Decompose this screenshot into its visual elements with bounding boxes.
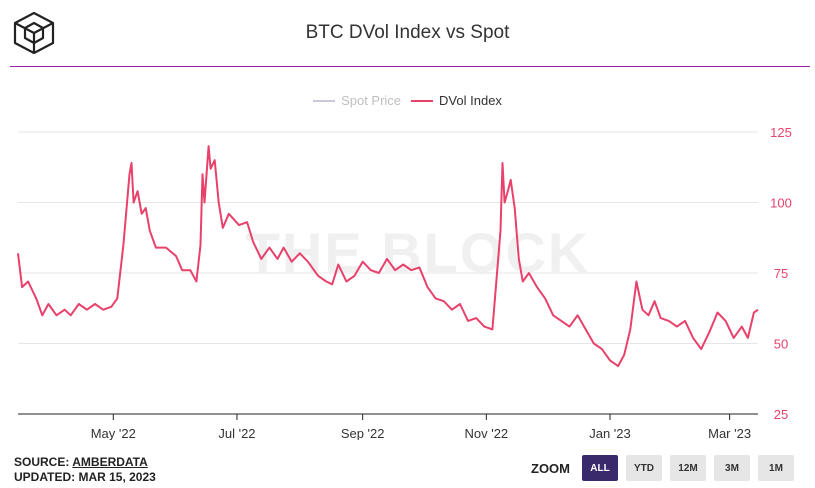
x-tick-label: May '22: [91, 426, 136, 440]
x-tick-label: Jan '23: [589, 426, 631, 440]
x-tick-label: Sep '22: [341, 426, 385, 440]
y-tick-label: 25: [774, 407, 788, 422]
legend-swatch-dvol-index: [411, 99, 434, 102]
footer: SOURCE: AMBERDATA UPDATED: MAR 15, 2023: [14, 455, 156, 485]
the-block-logo-icon: [13, 11, 55, 55]
series-line-dvol-index[interactable]: [17, 145, 759, 368]
legend-label: DVol Index: [439, 93, 502, 108]
dvol-chart: THE BLOCK 25 50 75 100 125 May '22 Jul '22 Sep…: [17, 125, 792, 440]
source-prefix: SOURCE:: [14, 455, 70, 469]
watermark: THE BLOCK: [246, 221, 591, 284]
zoom-controls: ZOOM ALL YTD 12M 3M 1M: [531, 455, 794, 481]
legend-item-dvol-index[interactable]: DVol Index: [411, 93, 502, 108]
zoom-button-3m[interactable]: 3M: [714, 455, 750, 481]
x-tick-label: Nov '22: [464, 426, 508, 440]
zoom-button-all[interactable]: ALL: [582, 455, 618, 481]
updated-date: UPDATED: MAR 15, 2023: [14, 470, 156, 484]
y-tick-label: 125: [770, 125, 792, 140]
title-divider: [10, 66, 810, 67]
y-tick-label: 100: [770, 196, 792, 211]
legend-swatch-spot-price: [313, 99, 336, 102]
source-link[interactable]: AMBERDATA: [72, 455, 148, 469]
zoom-label: ZOOM: [531, 460, 570, 476]
legend-label: Spot Price: [341, 93, 402, 108]
x-tick-label: Jul '22: [218, 426, 255, 440]
zoom-button-ytd[interactable]: YTD: [626, 455, 662, 481]
zoom-button-1m[interactable]: 1M: [758, 455, 794, 481]
legend-item-spot-price[interactable]: Spot Price: [313, 93, 401, 108]
legend: Spot Price DVol Index: [0, 93, 815, 108]
source-line: SOURCE: AMBERDATA: [14, 455, 156, 470]
x-tick-label: Mar '23: [708, 426, 751, 440]
zoom-button-12m[interactable]: 12M: [670, 455, 706, 481]
y-tick-label: 50: [774, 337, 788, 352]
y-tick-label: 75: [774, 266, 788, 281]
chart-title: BTC DVol Index vs Spot: [305, 22, 510, 43]
